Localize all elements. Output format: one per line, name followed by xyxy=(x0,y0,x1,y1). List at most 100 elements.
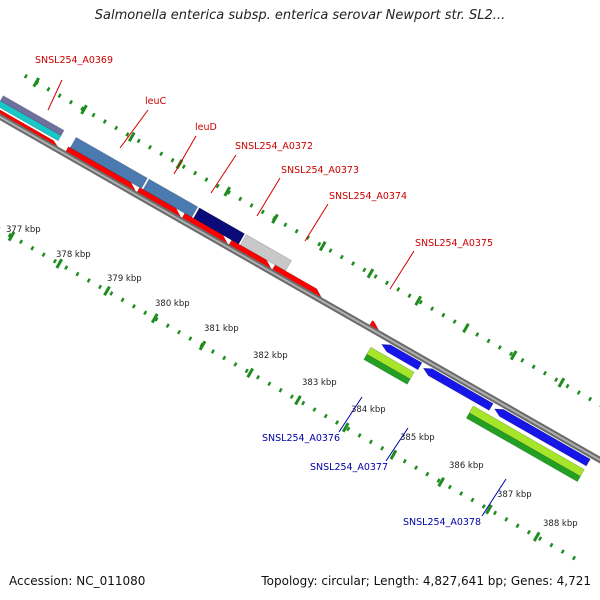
inner-major-tick xyxy=(150,313,159,324)
inner-major-tick xyxy=(198,340,207,351)
outer-tick xyxy=(542,370,547,376)
inner-tick-track xyxy=(0,227,577,561)
inner-major-tick xyxy=(485,504,493,515)
inner-tick xyxy=(459,491,464,496)
outer-tick xyxy=(396,286,401,292)
cds-reverse-A0376 xyxy=(381,344,423,371)
inner-tick xyxy=(560,549,565,554)
outer-tick xyxy=(181,164,186,170)
inner-tick xyxy=(357,433,362,438)
kbp-axis-labels: 377 kbp 378 kbp 379 kbp 380 kbp 381 kbp 382 k… xyxy=(6,225,578,529)
inner-tick xyxy=(131,304,136,309)
backbone-highlight xyxy=(0,115,600,462)
gene-callouts: SNSL254_A0369 leuC leuD SNSL254_A0372 SNSL25… xyxy=(35,55,507,528)
outer-major-tick xyxy=(318,241,327,252)
inner-tick xyxy=(368,439,373,445)
feature-A0373 xyxy=(239,234,292,272)
inner-tick xyxy=(267,381,272,387)
feature-A0378-green xyxy=(465,412,581,483)
inner-tick xyxy=(109,291,114,296)
feature-cyan xyxy=(0,100,62,142)
inner-tick xyxy=(312,407,317,412)
genome-summary: Topology: circular; Length: 4,827,641 bp… xyxy=(261,574,591,588)
outer-tick xyxy=(249,203,254,208)
outer-tick xyxy=(509,351,514,357)
kbp-label: 386 kbp xyxy=(449,461,484,471)
outer-tick xyxy=(159,151,164,157)
outer-tick xyxy=(46,86,51,92)
leader-line xyxy=(338,396,363,433)
inner-major-tick xyxy=(55,258,64,269)
outer-major-tick xyxy=(509,350,518,361)
inner-tick xyxy=(64,265,69,270)
inner-major-tick xyxy=(389,449,398,460)
genome-backbone xyxy=(0,113,600,464)
inner-tick xyxy=(177,329,182,335)
outer-major-tick xyxy=(271,213,279,224)
outer-tick xyxy=(373,274,378,279)
feature-tracks xyxy=(0,95,591,483)
outer-tick xyxy=(339,254,344,260)
inner-tick xyxy=(425,471,430,477)
outer-major-tick xyxy=(414,295,422,306)
inner-tick xyxy=(436,478,441,483)
outer-tick xyxy=(114,125,119,131)
inner-major-tick xyxy=(437,476,445,488)
gene-label-forward: SNSL254_A0369 xyxy=(35,55,113,66)
cds-reverse-A0377 xyxy=(422,367,494,411)
kbp-label: 379 kbp xyxy=(107,274,142,284)
inner-major-tick xyxy=(246,367,255,378)
outer-tick xyxy=(305,235,310,241)
leader-line xyxy=(47,79,63,111)
inner-tick xyxy=(120,297,125,303)
outer-tick xyxy=(441,312,446,318)
outer-tick xyxy=(102,119,107,124)
outer-tick xyxy=(407,293,412,299)
outer-tick xyxy=(486,338,491,344)
outer-tick xyxy=(136,138,141,144)
inner-tick xyxy=(289,394,294,400)
outer-tick xyxy=(170,157,175,163)
inner-tick xyxy=(571,555,577,561)
inner-tick xyxy=(41,252,46,258)
outer-major-tick xyxy=(32,77,41,88)
leader-line xyxy=(304,203,329,242)
outer-tick xyxy=(193,170,198,176)
inner-tick xyxy=(210,349,215,354)
inner-tick xyxy=(7,233,12,238)
inner-tick xyxy=(481,504,486,509)
inner-tick xyxy=(98,284,103,290)
leader-line xyxy=(210,154,237,194)
outer-tick xyxy=(520,357,525,363)
outer-tick xyxy=(226,190,231,195)
inner-tick xyxy=(470,497,475,503)
inner-tick xyxy=(346,426,351,432)
kbp-label: 377 kbp xyxy=(6,225,41,235)
feature-A0376-green xyxy=(363,353,411,385)
outer-tick xyxy=(283,222,288,228)
leader-line xyxy=(256,177,281,217)
inner-tick xyxy=(323,413,328,419)
leader-line xyxy=(481,478,507,517)
inner-tick xyxy=(30,245,35,251)
inner-tick xyxy=(301,400,306,406)
kbp-label: 380 kbp xyxy=(155,299,190,309)
gene-label-forward: SNSL254_A0372 xyxy=(235,141,313,152)
inner-tick xyxy=(52,258,57,264)
kbp-label: 388 kbp xyxy=(543,519,578,529)
gene-label-reverse: SNSL254_A0377 xyxy=(310,462,388,473)
outer-tick xyxy=(125,132,130,137)
inner-tick xyxy=(526,529,531,535)
outer-major-tick xyxy=(80,104,88,115)
kbp-label: 384 kbp xyxy=(351,405,386,415)
outer-tick xyxy=(57,93,62,99)
outer-tick xyxy=(80,106,85,111)
inner-tick xyxy=(515,523,520,529)
kbp-label: 383 kbp xyxy=(302,378,337,388)
inner-major-tick xyxy=(341,422,350,433)
outer-tick-track xyxy=(23,74,600,408)
gene-label-forward: SNSL254_A0373 xyxy=(281,165,359,176)
inner-tick xyxy=(143,310,148,316)
outer-tick xyxy=(497,345,502,350)
genome-title: Salmonella enterica subsp. enterica sero… xyxy=(94,8,506,23)
